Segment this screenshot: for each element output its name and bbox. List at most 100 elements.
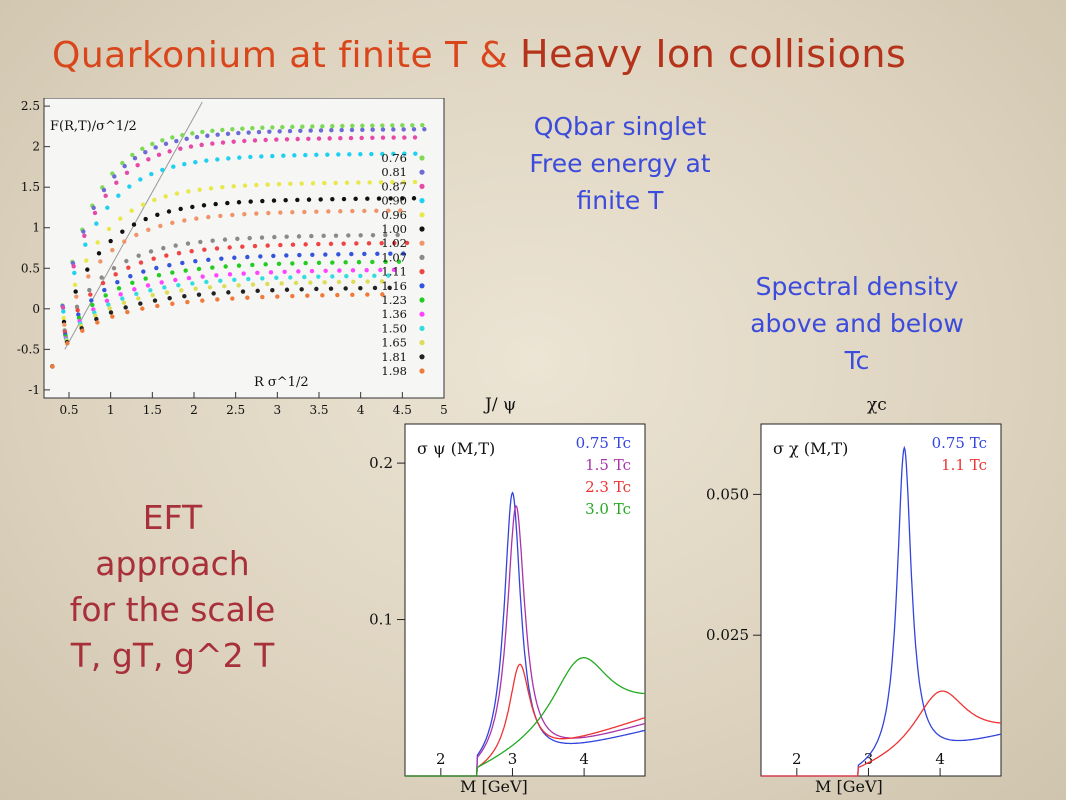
fe-data-point <box>350 123 355 129</box>
fe-data-point <box>193 259 198 264</box>
fe-data-point <box>128 274 133 279</box>
fe-xtick-label: 2 <box>190 403 198 417</box>
caption-spectral-line1: Spectral density <box>755 272 959 301</box>
fe-data-point <box>337 268 342 273</box>
jpsi-spectral-plot: J/ ψ 0.1 0.2 2 3 4 0.75 Tc 1.5 Tc 2.3 Tc 3.0 Tc… <box>369 395 646 796</box>
fe-data-point <box>303 260 308 266</box>
caption-eft: EFT approach for the scale T, gT, g^2 T <box>40 495 305 679</box>
fe-data-point <box>173 277 178 283</box>
fe-ytick-label: -1 <box>28 383 40 397</box>
chic-xtick-label: 4 <box>935 750 945 768</box>
fe-data-point <box>266 210 271 216</box>
chic-spectral-plot: χc 0.025 0.050 2 3 4 0.75 Tc 1.1 Tc σ χ (M,T)… <box>706 395 1002 796</box>
chic-ytick-label: 0.050 <box>706 485 749 503</box>
fe-data-point <box>138 260 144 265</box>
fe-data-point <box>302 274 307 280</box>
fe-legend-marker <box>419 226 425 232</box>
fe-data-point <box>222 237 228 242</box>
jpsi-title: J/ ψ <box>483 395 516 415</box>
fe-data-point <box>400 196 405 201</box>
fe-data-point <box>308 128 313 133</box>
fe-xlabel: R σ^1/2 <box>254 375 309 390</box>
free-energy-plot: 2.521.510.50-0.5-1 0.5 1 1.5 2 2.5 3 3.5 4 4.5 5 … <box>17 98 448 417</box>
fe-data-point <box>250 262 255 268</box>
fe-data-point <box>170 135 175 140</box>
fe-data-point <box>160 138 165 143</box>
fe-data-point <box>193 286 198 291</box>
fe-data-point <box>420 123 425 128</box>
fe-data-point <box>197 187 202 192</box>
fe-data-point <box>223 264 228 269</box>
fe-data-point <box>349 127 355 133</box>
fe-data-point <box>220 140 226 145</box>
fe-data-point <box>297 252 302 258</box>
fe-legend-marker <box>419 269 425 275</box>
fe-data-point <box>330 274 335 279</box>
fe-xtick-label: 1.5 <box>143 403 162 417</box>
fe-data-point <box>365 292 370 297</box>
fe-data-point <box>198 239 203 245</box>
fe-data-point <box>150 141 155 147</box>
fe-legend-marker <box>419 368 425 374</box>
fe-data-point <box>178 146 183 151</box>
fe-data-point <box>391 127 396 132</box>
fe-data-point <box>225 200 230 206</box>
fe-data-point <box>110 314 115 319</box>
fe-data-point <box>340 123 345 129</box>
fe-data-point <box>295 136 300 142</box>
fe-data-point <box>388 196 393 201</box>
fe-data-point <box>413 151 418 156</box>
fe-data-point <box>402 135 407 140</box>
fe-data-point <box>140 146 145 151</box>
fe-data-point <box>279 281 284 286</box>
fe-data-point <box>86 274 91 279</box>
fe-data-point <box>120 229 125 234</box>
fe-data-point <box>386 273 391 278</box>
fe-data-point <box>310 252 315 258</box>
fe-data-point <box>163 141 169 147</box>
fe-data-point <box>95 320 100 325</box>
fe-data-point <box>302 209 307 215</box>
caption-free-energy: QQbar singlet Free energy at finite T <box>490 108 750 219</box>
jpsi-legend-entry: 2.3 Tc <box>585 478 631 496</box>
fe-data-point <box>360 123 365 128</box>
fe-legend-label: 1.11 <box>381 265 407 279</box>
fe-legend-marker <box>419 169 425 175</box>
fe-xtick-label: 4 <box>357 403 365 417</box>
fe-data-point <box>179 288 184 293</box>
fe-data-point <box>94 316 99 322</box>
fe-data-point <box>318 197 323 202</box>
fe-data-point <box>120 296 125 301</box>
jpsi-xtick-label: 3 <box>508 750 518 768</box>
fe-legend-label: 1.00 <box>381 222 407 236</box>
fe-ylabel: F(R,T)/σ^1/2 <box>50 119 137 134</box>
fe-data-point <box>100 280 106 286</box>
fe-data-point <box>248 199 253 204</box>
chic-legend-entry: 1.1 Tc <box>941 456 987 474</box>
fe-data-point <box>107 306 112 311</box>
fe-data-point <box>374 208 379 213</box>
fe-data-point <box>350 208 355 214</box>
fe-data-point <box>173 243 178 248</box>
fe-data-point <box>90 302 95 308</box>
fe-data-point <box>305 293 310 298</box>
fe-data-point <box>333 180 338 186</box>
fe-xtick-label: 3.5 <box>309 403 328 417</box>
fe-legend-label: 1.98 <box>381 364 407 378</box>
fe-data-point <box>220 127 225 133</box>
fe-data-point <box>398 208 403 213</box>
fe-ytick-label: 0.5 <box>21 261 40 275</box>
chic-xtick-label: 2 <box>792 750 802 768</box>
fe-data-point <box>306 136 311 141</box>
chic-series-line <box>761 690 1001 777</box>
fe-data-point <box>87 287 92 293</box>
fe-data-point <box>318 128 324 133</box>
fe-data-point <box>104 298 110 304</box>
fe-data-point <box>390 180 395 185</box>
fe-data-point <box>343 286 348 291</box>
fe-data-point <box>62 322 67 327</box>
fe-data-point <box>60 305 66 310</box>
fe-data-point <box>310 124 315 129</box>
fe-data-point <box>130 280 135 285</box>
fe-data-point <box>299 181 304 186</box>
